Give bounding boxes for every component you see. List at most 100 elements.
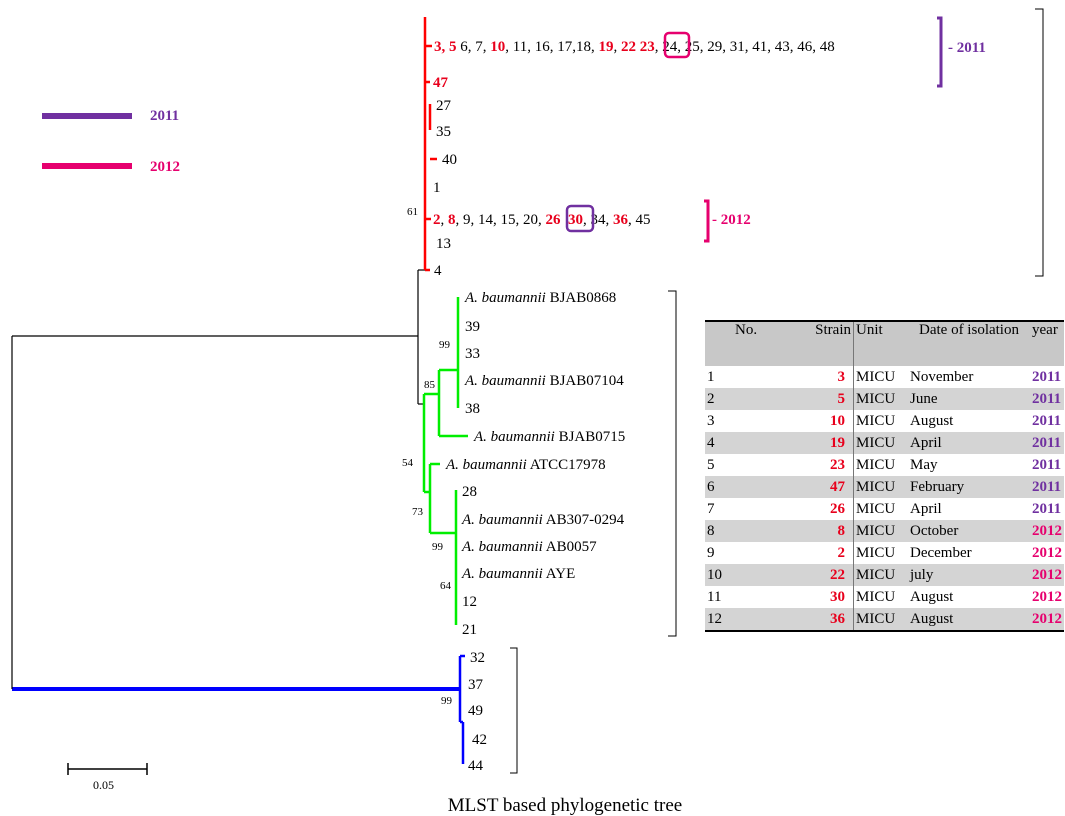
group-year-2011: - 2011 [948, 40, 986, 56]
cell-no: 10 [705, 564, 795, 586]
cell-unit: MICU [853, 608, 908, 632]
cell-year: 2012 [1030, 520, 1064, 542]
tree-backbone [11, 269, 425, 595]
cell-date: May [910, 457, 938, 473]
bootstrap-61: 61 [407, 206, 418, 218]
cell-strain: 47 [795, 476, 854, 498]
leaf-37: 37 [468, 677, 484, 693]
header-strain: Strain [795, 320, 854, 366]
table-body: 1 3 MICU November 2011 2 5 MICU June 2011 3 10 MICU A… [705, 366, 1064, 632]
cell-unit: MICU [853, 388, 908, 410]
table-row: 12 36 MICU August 2012 [705, 608, 1064, 632]
cell-year: 2011 [1032, 369, 1062, 385]
leaf-12: 12 [462, 594, 477, 610]
cell-date: August [910, 413, 954, 429]
table-header-row: No. Strain Unit Date of isolation year [705, 320, 1064, 366]
bootstrap-99-blue: 99 [441, 695, 453, 707]
cell-year: 2011 [1032, 413, 1062, 429]
ref-ab0057: A. baumannii AB0057 [461, 539, 597, 555]
cell-no: 12 [705, 608, 795, 632]
cell-strain: 19 [795, 432, 854, 454]
header-unit: Unit [853, 320, 908, 366]
cell-year: 2011 [1030, 432, 1064, 454]
cell-date: October [908, 520, 1030, 542]
table-row: 10 22 MICU july 2012 [705, 564, 1064, 586]
cell-strain: 3 [837, 369, 846, 385]
leaf-35: 35 [436, 124, 451, 140]
header-no: No. [705, 320, 795, 366]
cell-strain: 23 [830, 457, 845, 473]
table-row: 1 3 MICU November 2011 [705, 366, 1064, 388]
cell-no: 7 [707, 501, 715, 517]
cell-strain: 8 [795, 520, 854, 542]
cell-no: 4 [705, 432, 795, 454]
leaf-27: 27 [436, 98, 452, 114]
red-clade [423, 17, 437, 272]
ref-atcc17978: A. baumannii ATCC17978 [445, 457, 606, 473]
bootstrap-99-ab: 99 [432, 541, 444, 553]
cell-strain: 36 [795, 608, 854, 632]
leaf-44: 44 [468, 758, 484, 774]
bracket-2011 [937, 16, 943, 88]
cell-year: 2011 [1030, 388, 1064, 410]
cell-date: December [910, 545, 972, 561]
cell-strain: 5 [795, 388, 854, 410]
cell-date: April [908, 432, 1030, 454]
cell-unit: MICU [853, 454, 908, 476]
cell-date: November [910, 369, 974, 385]
cell-unit: MICU [853, 432, 908, 454]
strain-3-5: 3, 5 [434, 39, 457, 55]
leaf-4: 4 [434, 263, 442, 279]
cell-year: 2011 [1032, 501, 1062, 517]
cell-year: 2011 [1030, 476, 1064, 498]
header-date: Date of isolation [908, 320, 1030, 366]
leaf-39: 39 [465, 319, 480, 335]
highlight-box-22 [663, 31, 691, 59]
cell-unit: MICU [853, 476, 908, 498]
cell-date: June [908, 388, 1030, 410]
cell-strain: 2 [837, 545, 846, 561]
cell-unit: MICU [853, 586, 908, 608]
cell-date: February [908, 476, 1030, 498]
cell-no: 6 [705, 476, 795, 498]
table-row: 2 5 MICU June 2011 [705, 388, 1064, 410]
scale-bar-label: 0.05 [93, 778, 114, 792]
legend-2011-label: 2011 [150, 108, 179, 124]
leaf-21: 21 [462, 622, 477, 638]
table-row: 9 2 MICU December 2012 [705, 542, 1064, 564]
leaf-1: 1 [433, 180, 441, 196]
leaf-33: 33 [465, 346, 480, 362]
cell-date: April [910, 501, 942, 517]
ref-bjab0868: A. baumannii BJAB0868 [464, 290, 616, 306]
scale-bar [67, 763, 148, 775]
cell-strain: 10 [830, 413, 845, 429]
leaf-38: 38 [465, 401, 480, 417]
table-row: 3 10 MICU August 2011 [705, 410, 1064, 432]
table-row: 7 26 MICU April 2011 [705, 498, 1064, 520]
ref-aye: A. baumannii AYE [461, 566, 575, 582]
cell-strain: 22 [795, 564, 854, 586]
isolate-table: No. Strain Unit Date of isolation year 1… [705, 320, 1064, 632]
ref-ab307: A. baumannii AB307-0294 [461, 512, 625, 528]
leaf-47: 47 [433, 75, 449, 91]
table-row: 6 47 MICU February 2011 [705, 476, 1064, 498]
blue-clade [11, 595, 465, 764]
table-row: 11 30 MICU August 2012 [705, 586, 1064, 608]
cell-year: 2011 [1032, 457, 1062, 473]
cell-no: 1 [707, 369, 715, 385]
cell-strain: 30 [830, 589, 845, 605]
cell-date: july [908, 564, 1030, 586]
highlight-box-26 [565, 204, 595, 233]
mid-group-strains: 2, 8, 9, 14, 15, 20, 26 30, 34, 36, 45 [433, 212, 651, 228]
cell-year: 2012 [1030, 608, 1064, 632]
bootstrap-64: 64 [440, 580, 452, 592]
bootstrap-54: 54 [402, 457, 414, 469]
leaf-13: 13 [436, 236, 451, 252]
bracket-red-clade [1035, 8, 1044, 277]
cell-date: August [910, 589, 954, 605]
leaf-42: 42 [472, 732, 487, 748]
cell-year: 2012 [1032, 545, 1062, 561]
cell-unit: MICU [853, 410, 908, 432]
cell-no: 11 [707, 589, 722, 605]
cell-no: 9 [707, 545, 715, 561]
